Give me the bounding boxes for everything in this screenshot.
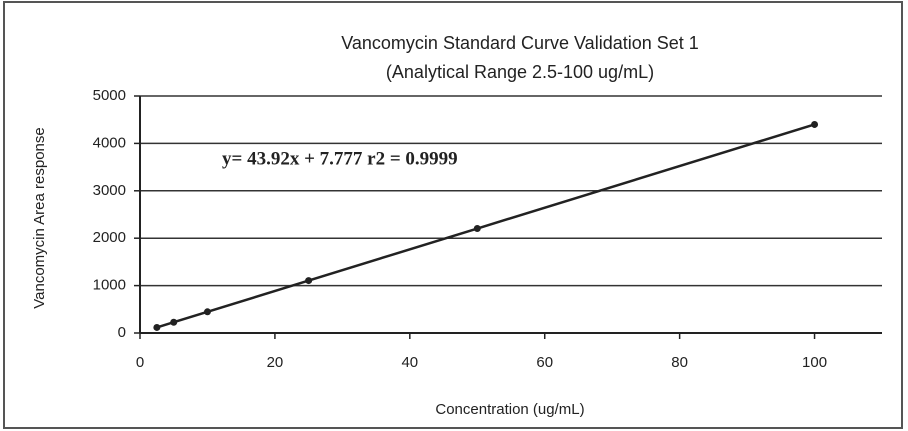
y-tick-label: 4000 <box>93 134 126 151</box>
x-tick-label: 60 <box>536 354 553 371</box>
x-tick-label: 0 <box>136 354 144 371</box>
data-point <box>305 277 313 285</box>
data-point <box>153 323 161 331</box>
y-tick-label: 3000 <box>93 182 126 199</box>
data-point <box>811 120 819 128</box>
chart-title: Vancomycin Standard Curve Validation Set… <box>341 33 699 53</box>
x-tick-label: 100 <box>802 354 827 371</box>
x-axis-label: Concentration (ug/mL) <box>435 401 584 418</box>
chart-frame <box>3 1 903 429</box>
data-point <box>170 318 178 326</box>
x-tick-label: 40 <box>401 354 418 371</box>
data-point <box>203 308 211 316</box>
equation-annotation: y= 43.92x + 7.777 r2 = 0.9999 <box>222 148 458 169</box>
data-point <box>473 225 481 233</box>
y-tick-label: 5000 <box>93 87 126 104</box>
y-axis-label: Vancomycin Area response <box>31 127 48 309</box>
y-tick-label: 1000 <box>93 277 126 294</box>
y-tick-label: 0 <box>118 324 126 341</box>
y-tick-label: 2000 <box>93 229 126 246</box>
x-tick-label: 20 <box>267 354 284 371</box>
chart-subtitle: (Analytical Range 2.5-100 ug/mL) <box>386 62 654 82</box>
x-tick-label: 80 <box>671 354 688 371</box>
